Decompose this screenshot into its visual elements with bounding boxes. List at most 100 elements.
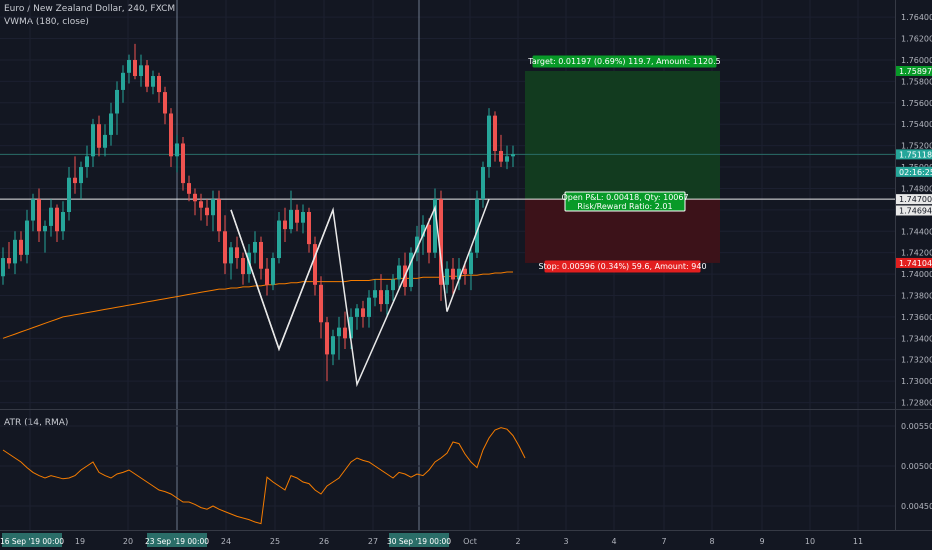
time-axis-tick: 11 [853,537,863,546]
candle-body [265,268,269,285]
candle-body [133,59,137,77]
price-axis-label: 1.74700 [896,194,932,205]
price-axis-tick: 1.75400 [901,120,932,129]
time-axis-highlight: 30 Sep '19 00:00 [387,533,451,547]
candle-body [301,211,305,223]
candle-body [271,258,275,285]
time-axis-tick: 2 [515,537,520,546]
candle-body [217,199,221,232]
price-label-text: 1.75897 [899,67,932,76]
time-axis-tick: 8 [709,537,714,546]
time-axis-tick: 25 [270,537,280,546]
candle-body [193,193,197,202]
price-axis-tick: 1.76400 [901,13,932,22]
candle-body [157,76,161,93]
time-axis-tick: 26 [319,537,329,546]
candle-body [487,115,491,168]
candle-body [361,308,365,317]
candle-body [109,113,113,135]
target-label: Target: 0.01197 (0.69%) 119.7, Amount: 1… [527,55,721,68]
candle-body [319,284,323,323]
price-axis-tick: 1.73000 [901,377,932,386]
time-axis-tick: 10 [805,537,815,546]
price-axis-label: 1.74104 [896,257,932,268]
price-axis-tick: 1.74200 [901,249,932,258]
price-label-text: 02:16:25 [899,168,932,177]
candle-body [313,244,317,285]
atr-indicator-label[interactable]: ATR (14, RMA) [4,418,69,428]
price-label-text: 1.74104 [899,259,932,268]
candle-body [163,92,167,114]
target-zone [525,70,720,200]
price-label-box [896,65,932,76]
candle-body [151,76,155,87]
candle-body [85,156,89,168]
candle-body [289,209,293,230]
candle-body [169,113,173,157]
time-axis-tick: 7 [661,537,666,546]
open-pnl-label-box [564,191,686,212]
price-axis-tick: 1.75200 [901,142,932,151]
candle-body [67,177,71,212]
candle-body [199,201,203,208]
price-axis-tick: 1.74400 [901,227,932,236]
candle-body [13,239,17,264]
candle-body [385,290,389,305]
price-label-text: 1.74700 [899,195,932,204]
open-pnl-label-text: Open P&L: 0.00418, Qty: 10067 [561,193,688,202]
time-axis-tick: 3 [563,537,568,546]
chart-title: Euro / New Zealand Dollar, 240, FXCM [4,4,176,14]
candle-body [391,279,395,291]
candle-body [415,236,419,253]
price-axis-tick: 1.72800 [901,399,932,408]
time-highlight-box [389,533,449,547]
candle-body [235,247,239,259]
vwma-indicator-label[interactable]: VWMA (180, close) [4,17,89,27]
price-label-text: 1.74694 [899,206,932,215]
w-pattern-drawing [230,209,334,352]
price-axis-tick: 1.75800 [901,77,932,86]
time-axis-tick: 9 [759,537,764,546]
candle-body [31,199,35,221]
candle-body [445,268,449,285]
time-axis-tick: 27 [368,537,378,546]
candle-body [175,143,179,157]
price-axis-tick: 1.76200 [901,35,932,44]
candle-body [367,297,371,317]
time-axis-tick: 4 [611,537,616,546]
candle-body [253,241,257,253]
price-axis-tick: 1.73800 [901,292,932,301]
candle-body [97,124,101,148]
candle-body [277,220,281,259]
candle-body [103,134,107,148]
stop-label-text: Stop: 0.00596 (0.34%) 59.6, Amount: 940 [538,262,706,271]
candle-body [127,59,131,73]
candle-body [463,268,467,275]
stop-label-box [544,260,701,273]
target-label-box [532,55,717,68]
price-label-box [896,194,932,205]
price-label-text: 1.75118 [899,150,932,159]
candle-body [73,177,77,184]
candle-body [481,167,485,200]
atr-line [2,427,526,525]
price-axis-tick: 1.75600 [901,99,932,108]
candle-body [421,224,425,237]
candle-body [55,207,59,232]
price-axis-label: 02:16:25 [896,166,932,177]
candle-body [427,224,431,253]
time-highlight-text: 23 Sep '19 00:00 [145,537,209,546]
candle-body [91,124,95,157]
price-label-box [896,205,932,216]
candle-body [307,211,311,245]
candle-body [211,199,215,216]
candle-body [451,268,455,280]
time-highlight-text: 16 Sep '19 00:00 [0,537,64,546]
candle-body [49,207,53,226]
open-pnl-label-text: Risk/Reward Ratio: 2.01 [577,202,672,211]
candle-body [223,231,227,264]
time-highlight-box [2,533,62,547]
candle-body [499,150,503,162]
candle-body [259,241,263,269]
